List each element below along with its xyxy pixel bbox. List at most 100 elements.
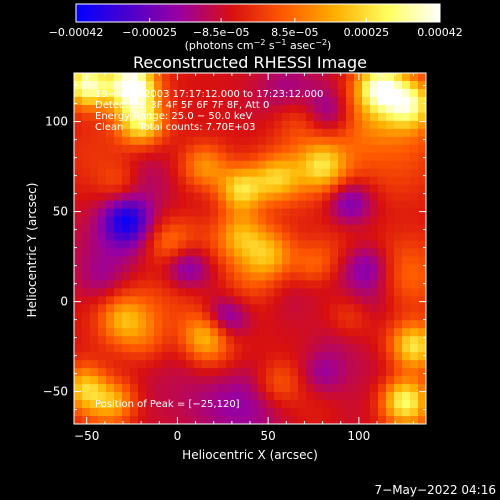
heatmap-cell (138, 73, 147, 82)
heatmap-cell (194, 272, 203, 282)
heatmap-cell (74, 216, 83, 226)
heatmap-cell (210, 416, 219, 424)
heatmap-cell (346, 416, 355, 424)
heatmap-cell (402, 312, 411, 321)
heatmap-cell (418, 408, 426, 417)
colorbar-tick-label: 8.5e−05 (271, 26, 318, 39)
heatmap-cell (346, 160, 355, 170)
heatmap-cell (282, 296, 291, 305)
heatmap-cell (74, 336, 83, 345)
heatmap-cell (178, 104, 187, 114)
heatmap-cell (386, 416, 395, 424)
heatmap-cell (362, 104, 371, 114)
heatmap-cell (218, 296, 227, 305)
heatmap-cell (194, 152, 203, 162)
heatmap-cell (354, 240, 363, 250)
heatmap-cell (186, 336, 195, 345)
heatmap-cell (98, 128, 107, 138)
heatmap-cell (402, 104, 411, 114)
heatmap-cell (346, 216, 355, 226)
heatmap-cell (402, 352, 411, 361)
heatmap-cell (218, 144, 227, 154)
heatmap-cell (386, 128, 395, 138)
heatmap-cell (386, 304, 395, 313)
heatmap-cell (162, 368, 171, 377)
heatmap-cell (234, 224, 243, 234)
heatmap-cell (290, 312, 299, 321)
heatmap-cell (250, 344, 259, 353)
colorbar-unit: (photons cm−2 s−1 asec−2) (185, 38, 332, 53)
heatmap-cell (418, 224, 426, 234)
heatmap-cell (82, 352, 91, 361)
heatmap-cell (346, 264, 355, 274)
heatmap-cell (234, 296, 243, 305)
heatmap-cell (202, 112, 211, 122)
heatmap-cell (282, 184, 291, 194)
heatmap-cell (82, 264, 91, 274)
heatmap-cell (178, 392, 187, 401)
heatmap-cell (242, 344, 251, 353)
heatmap-cell (290, 104, 299, 114)
heatmap-cell (210, 240, 219, 250)
heatmap-cell (378, 200, 387, 210)
heatmap-cell (114, 392, 123, 401)
heatmap-cell (274, 200, 283, 210)
heatmap-cell (386, 176, 395, 186)
heatmap-cell (266, 80, 275, 90)
heatmap-cell (346, 128, 355, 138)
heatmap-cell (122, 120, 131, 130)
heatmap-cell (74, 104, 83, 114)
heatmap-cell (354, 256, 363, 266)
heatmap-cell (250, 88, 259, 98)
heatmap-cell (162, 240, 171, 250)
heatmap-cell (418, 104, 426, 114)
heatmap-cell (274, 312, 283, 321)
heatmap-cell (114, 232, 123, 242)
heatmap-cell (282, 240, 291, 250)
heatmap-cell (386, 88, 395, 98)
heatmap-cell (130, 240, 139, 250)
heatmap-cell (338, 400, 347, 409)
heatmap-cell (258, 256, 267, 266)
heatmap-cell (186, 176, 195, 186)
heatmap-cell (322, 416, 331, 424)
heatmap-cell (386, 112, 395, 122)
heatmap-cell (298, 192, 307, 202)
heatmap-cell (146, 216, 155, 226)
heatmap-cell (322, 288, 331, 297)
heatmap-cell (154, 320, 163, 329)
heatmap-cell (90, 336, 99, 345)
heatmap-cell (378, 256, 387, 266)
heatmap-cell (266, 176, 275, 186)
heatmap-cell (314, 264, 323, 274)
heatmap-cell (122, 96, 131, 106)
heatmap-cell (370, 216, 379, 226)
heatmap-cell (186, 208, 195, 218)
heatmap-cell (90, 264, 99, 274)
heatmap-cell (306, 280, 315, 289)
heatmap-cell (314, 360, 323, 369)
heatmap-cell (98, 104, 107, 114)
heatmap-cell (274, 408, 283, 417)
heatmap-cell (114, 73, 123, 82)
heatmap-cell (394, 112, 403, 122)
heatmap-cell (386, 104, 395, 114)
heatmap-cell (82, 392, 91, 401)
heatmap-cell (146, 128, 155, 138)
heatmap-cell (170, 120, 179, 130)
heatmap-cell (122, 376, 131, 385)
heatmap-cell (274, 416, 283, 424)
heatmap-cell (178, 368, 187, 377)
heatmap-cell (402, 328, 411, 337)
heatmap-cell (170, 136, 179, 146)
heatmap-cell (402, 144, 411, 154)
colorbar-unit-part: −2 (254, 38, 266, 47)
heatmap-cell (82, 232, 91, 242)
heatmap-cell (402, 184, 411, 194)
heatmap-cell (154, 288, 163, 297)
heatmap-cell (338, 312, 347, 321)
heatmap-cell (218, 416, 227, 424)
heatmap-cell (242, 176, 251, 186)
heatmap-cell (330, 272, 339, 282)
heatmap-cell (98, 280, 107, 289)
